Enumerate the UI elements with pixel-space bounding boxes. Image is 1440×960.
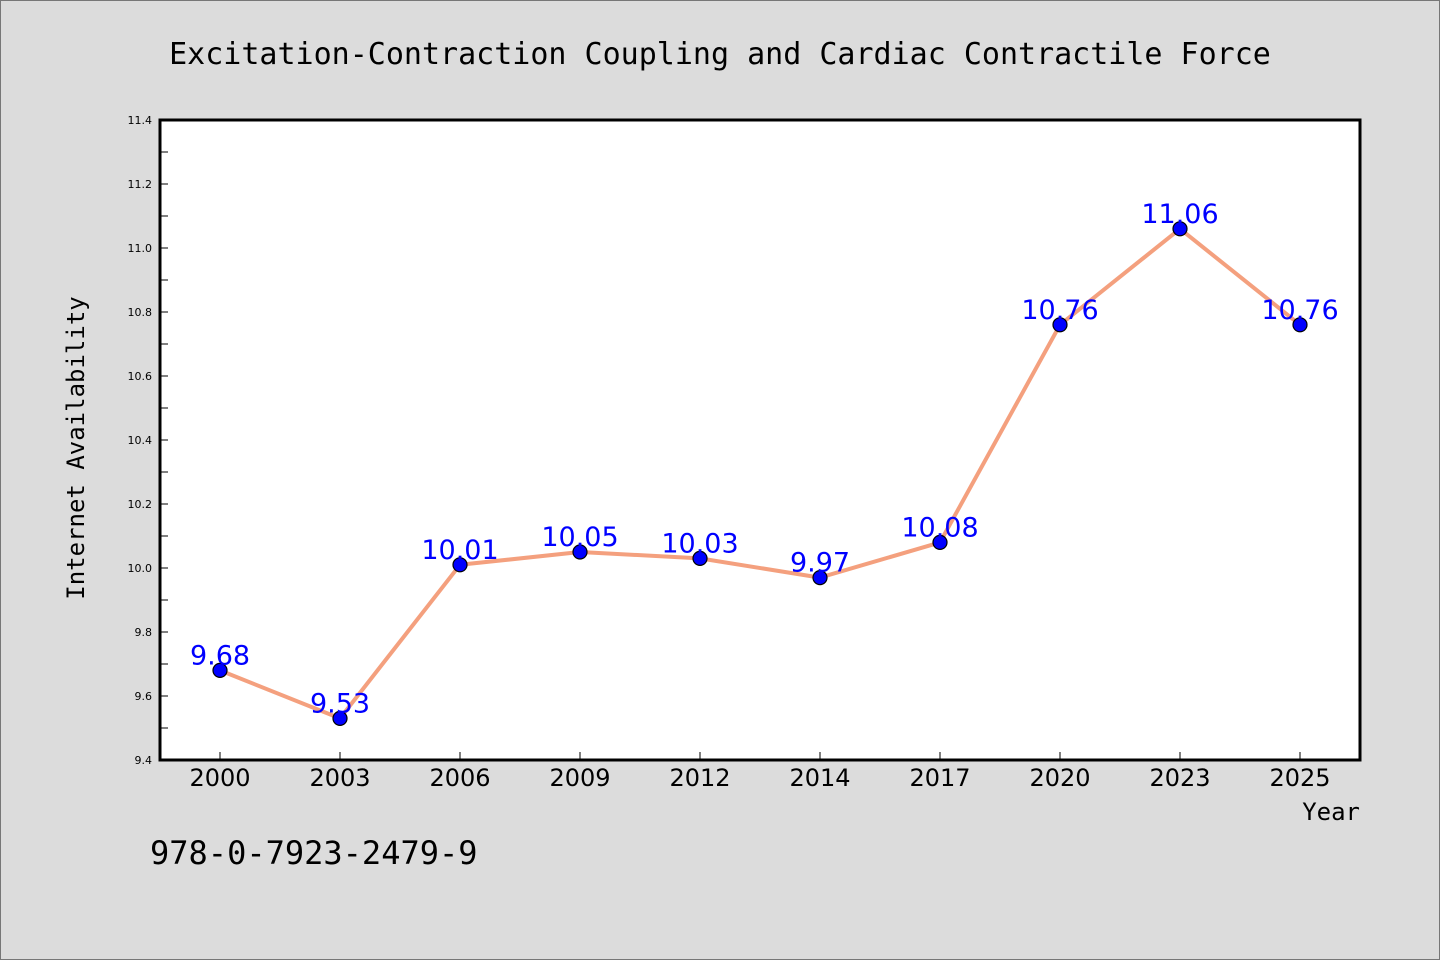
data-point [332,710,348,727]
x-tick-label: 2000 [189,764,250,792]
x-axis-label: Year [1302,798,1360,826]
data-label: 9.68 [190,640,250,671]
data-point [1292,317,1308,333]
isbn-annotation: 978-0-7923-2479-9 [150,834,478,872]
y-tick-label: 11.2 [128,178,153,191]
data-point [452,557,468,573]
data-label: 10.05 [541,522,618,553]
x-tick-label: 2020 [1029,764,1090,792]
data-point [1172,221,1188,237]
x-tick-label: 2025 [1269,764,1330,792]
y-tick-label: 10.8 [128,306,153,319]
data-label: 10.76 [1261,295,1338,326]
data-label: 9.53 [310,688,370,719]
data-point [692,550,708,567]
data-point [212,662,228,679]
x-tick-label: 2014 [789,764,850,792]
x-tick-label: 2009 [549,764,610,792]
y-axis-label: Internet Availability [62,296,90,599]
x-tick-label: 2023 [1149,764,1210,792]
chart-title: Excitation-Contraction Coupling and Card… [169,37,1271,72]
data-label: 10.76 [1021,295,1098,326]
y-tick-label: 10.0 [128,562,153,575]
x-tick-label: 2003 [309,764,370,792]
y-tick-label: 11.0 [128,242,153,255]
plot-area [160,120,1360,760]
data-point [932,534,948,551]
data-label: 9.97 [790,548,850,579]
y-tick-label: 9.4 [135,754,153,767]
y-tick-label: 10.2 [128,498,153,511]
data-label: 11.06 [1141,199,1218,230]
data-point [572,544,588,560]
y-axis-ticks: 9.4 9.6 9.8 10.0 10.2 10.4 10.6 10.8 11.0 11.2 11.… [128,114,168,767]
x-axis-ticks: 2000 2003 2006 2009 2012 2014 2017 2020 2023 2025 [189,752,1331,792]
series-layer: 9.68 9.53 10.01 10.05 10.03 9.97 10.08 10.76 11.… [190,199,1339,727]
y-tick-label: 10.4 [128,434,153,447]
y-tick-label: 9.6 [135,690,153,703]
plot-frame [158,118,1362,762]
data-label: 10.01 [421,535,498,566]
x-tick-label: 2017 [909,764,970,792]
series-line [219,226,1302,721]
x-tick-label: 2012 [669,764,730,792]
data-point [1052,317,1068,333]
x-tick-label: 2006 [429,764,490,792]
data-label: 10.03 [661,528,738,559]
data-point [812,569,828,586]
y-tick-label: 9.8 [135,626,153,639]
data-label: 10.08 [901,512,978,543]
y-tick-label: 11.4 [128,114,153,127]
y-tick-label: 10.6 [128,370,153,383]
